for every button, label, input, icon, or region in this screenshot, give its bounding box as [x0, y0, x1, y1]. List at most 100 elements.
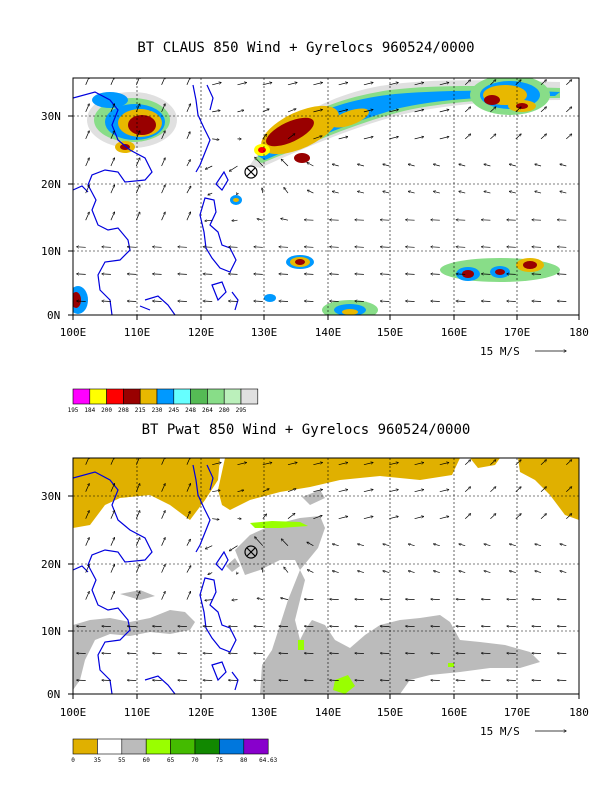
panel1-ticks — [68, 115, 580, 320]
panel2-xtick: 150E — [377, 706, 404, 719]
colorbar-label: 295 — [236, 407, 247, 414]
wind-vector — [135, 511, 140, 519]
wind-vector — [212, 83, 221, 86]
colorbar-label: 80 — [240, 757, 248, 764]
wind-vector — [127, 247, 137, 248]
wind-vector — [257, 598, 263, 599]
wind-vector — [135, 212, 140, 221]
wind-vector — [332, 164, 339, 167]
panel2-gyre-marker — [244, 545, 258, 559]
wind-vector — [557, 274, 567, 275]
wind-vector — [102, 626, 111, 627]
wind-vector — [414, 516, 424, 520]
panel2-xtick: 120E — [188, 706, 215, 719]
wind-vector — [135, 131, 140, 140]
wind-vector — [77, 274, 86, 275]
wind-vector — [110, 538, 115, 546]
panel2-ticks — [68, 495, 580, 699]
panel1-frame — [72, 77, 580, 316]
wind-vector — [406, 301, 415, 302]
wind-vector — [287, 513, 295, 519]
panel1-xticks: 100E 110E 120E 130E 140E 150E 160E 170E … — [60, 326, 589, 339]
wind-vector — [557, 626, 567, 627]
wind-vector — [439, 463, 449, 466]
wind-vector — [389, 83, 398, 86]
wind-vector — [135, 592, 140, 600]
panel2-wind-vectors — [77, 458, 572, 681]
wind-vector — [161, 212, 166, 221]
wind-vector — [459, 571, 466, 573]
wind-vector — [434, 544, 440, 547]
wind-vector — [560, 191, 567, 194]
wind-vector — [484, 571, 491, 573]
wind-vector — [85, 592, 90, 600]
wind-vector — [212, 463, 221, 466]
wind-vector — [279, 247, 289, 248]
colorbar-label: 75 — [216, 757, 224, 764]
wind-vector — [557, 301, 567, 302]
wind-vector — [330, 301, 339, 302]
wind-vector — [254, 247, 263, 248]
wind-vector — [408, 191, 415, 194]
wind-vector — [178, 301, 187, 302]
wind-vector — [535, 571, 542, 573]
wind-vector — [509, 164, 516, 167]
wind-vector — [464, 134, 470, 140]
wind-vector — [484, 191, 491, 194]
wind-vector — [380, 301, 390, 302]
colorbar-label: 184 — [84, 407, 95, 414]
panel1-xtick: 160E — [441, 326, 468, 339]
panel1-gyre-marker — [244, 165, 258, 179]
wind-vector — [85, 511, 90, 519]
colorbar-label: 35 — [94, 757, 102, 764]
wind-vector — [389, 463, 398, 466]
wind-vector — [307, 542, 314, 547]
wind-vector — [110, 565, 115, 573]
wind-vector — [566, 460, 571, 465]
wind-vector — [414, 83, 424, 86]
wind-vector — [358, 164, 364, 167]
wind-vector — [515, 134, 521, 140]
wind-vector — [262, 514, 267, 519]
wind-vector — [313, 110, 322, 113]
colorbar-label: 55 — [118, 757, 126, 764]
wind-vector — [406, 599, 415, 600]
wind-vector — [153, 247, 162, 248]
wind-vector — [85, 131, 90, 140]
panel2-ytick-0n: 0N — [47, 688, 60, 701]
wind-vector — [535, 164, 542, 167]
panel1-xtick: 100E — [60, 326, 87, 339]
wind-vector — [186, 458, 191, 465]
wind-vector — [363, 463, 373, 466]
panel1-ytick-10n: 10N — [41, 245, 61, 258]
wind-vector — [287, 489, 296, 493]
wind-vector — [161, 592, 166, 600]
colorbar-swatch — [223, 388, 242, 405]
wind-vector — [212, 110, 220, 113]
panel2-grid — [73, 458, 579, 694]
wind-vector — [355, 626, 364, 627]
wind-vector — [535, 544, 542, 547]
wind-vector — [490, 134, 495, 140]
wind-vector — [85, 212, 90, 221]
wind-vector — [284, 567, 289, 573]
wind-vector — [161, 158, 166, 167]
wind-vector — [507, 274, 516, 275]
colorbar-swatch — [145, 738, 171, 755]
wind-vector — [237, 193, 238, 194]
colorbar-swatch — [123, 388, 141, 405]
wind-vector — [85, 565, 90, 573]
panel1-wind-vectors — [77, 78, 572, 302]
panel2-ref-vector-label: 15 M/S — [480, 725, 520, 738]
panel1-grid — [73, 78, 579, 315]
wind-vector — [338, 490, 348, 493]
wind-vector — [161, 565, 166, 573]
colorbar-swatch — [207, 388, 225, 405]
wind-vector — [355, 247, 364, 248]
wind-vector — [77, 626, 86, 627]
wind-vector — [161, 511, 166, 519]
colorbar-swatch — [139, 388, 158, 405]
wind-vector — [254, 301, 263, 302]
wind-vector — [208, 573, 213, 575]
wind-vector — [178, 247, 187, 248]
